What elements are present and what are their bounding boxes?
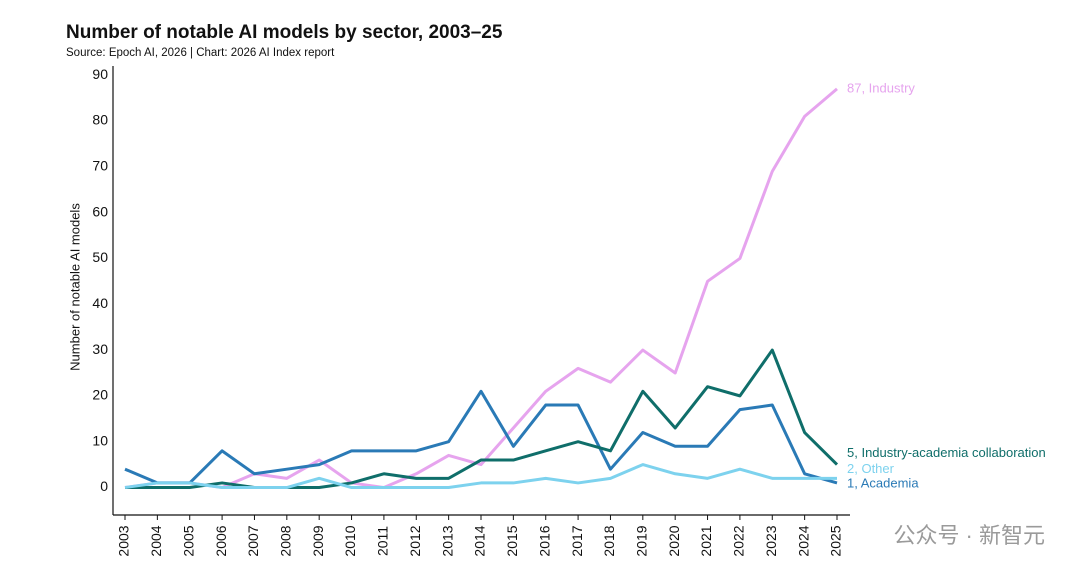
watermark: 公众号 · 新智元 bbox=[893, 523, 1045, 548]
x-tick-label: 2020 bbox=[666, 525, 682, 556]
x-tick-label: 2013 bbox=[439, 525, 455, 556]
x-tick-label: 2003 bbox=[116, 525, 132, 556]
x-tick-label: 2004 bbox=[148, 525, 164, 556]
series-line bbox=[124, 87, 838, 490]
x-tick-label: 2012 bbox=[407, 525, 423, 556]
end-label: 5, Industry-academia collaboration bbox=[847, 445, 1046, 460]
y-tick-label: 20 bbox=[92, 387, 108, 403]
x-tick-label: 2024 bbox=[795, 525, 811, 556]
end-label: 2, Other bbox=[847, 461, 895, 476]
x-tick-label: 2009 bbox=[310, 525, 326, 556]
x-tick-label: 2005 bbox=[180, 525, 196, 556]
x-tick-label: 2008 bbox=[278, 525, 294, 556]
y-tick-label: 90 bbox=[92, 66, 108, 82]
y-tick-label: 30 bbox=[92, 341, 108, 357]
y-tick-label: 80 bbox=[92, 112, 108, 128]
y-tick-label: 0 bbox=[100, 478, 108, 494]
x-tick-label: 2007 bbox=[245, 525, 261, 556]
series-line bbox=[125, 348, 839, 490]
x-tick-label: 2025 bbox=[828, 525, 844, 556]
x-tick-label: 2015 bbox=[504, 525, 520, 556]
x-tick-label: 2018 bbox=[601, 525, 617, 556]
y-tick-label: 50 bbox=[92, 249, 108, 265]
y-axis-label: Number of notable AI models bbox=[67, 203, 82, 371]
x-tick-label: 2023 bbox=[763, 525, 779, 556]
end-label: 87, Industry bbox=[847, 80, 915, 95]
series-line bbox=[124, 463, 837, 490]
x-tick-label: 2016 bbox=[536, 525, 552, 556]
x-tick-label: 2022 bbox=[731, 525, 747, 556]
end-label: 1, Academia bbox=[847, 475, 919, 490]
x-tick-label: 2006 bbox=[213, 525, 229, 556]
series-line bbox=[124, 389, 838, 485]
x-tick-label: 2017 bbox=[569, 525, 585, 556]
x-tick-label: 2021 bbox=[698, 525, 714, 556]
y-tick-label: 40 bbox=[92, 295, 108, 311]
chart-title: Number of notable AI models by sector, 2… bbox=[66, 22, 503, 43]
x-tick-label: 2010 bbox=[342, 525, 358, 556]
y-tick-label: 10 bbox=[92, 432, 108, 448]
x-tick-label: 2019 bbox=[634, 525, 650, 556]
y-tick-label: 60 bbox=[92, 203, 108, 219]
chart-subtitle: Source: Epoch AI, 2026 | Chart: 2026 AI … bbox=[66, 47, 335, 59]
y-tick-label: 70 bbox=[92, 157, 108, 173]
x-tick-label: 2014 bbox=[472, 525, 488, 556]
x-tick-label: 2011 bbox=[375, 526, 391, 556]
